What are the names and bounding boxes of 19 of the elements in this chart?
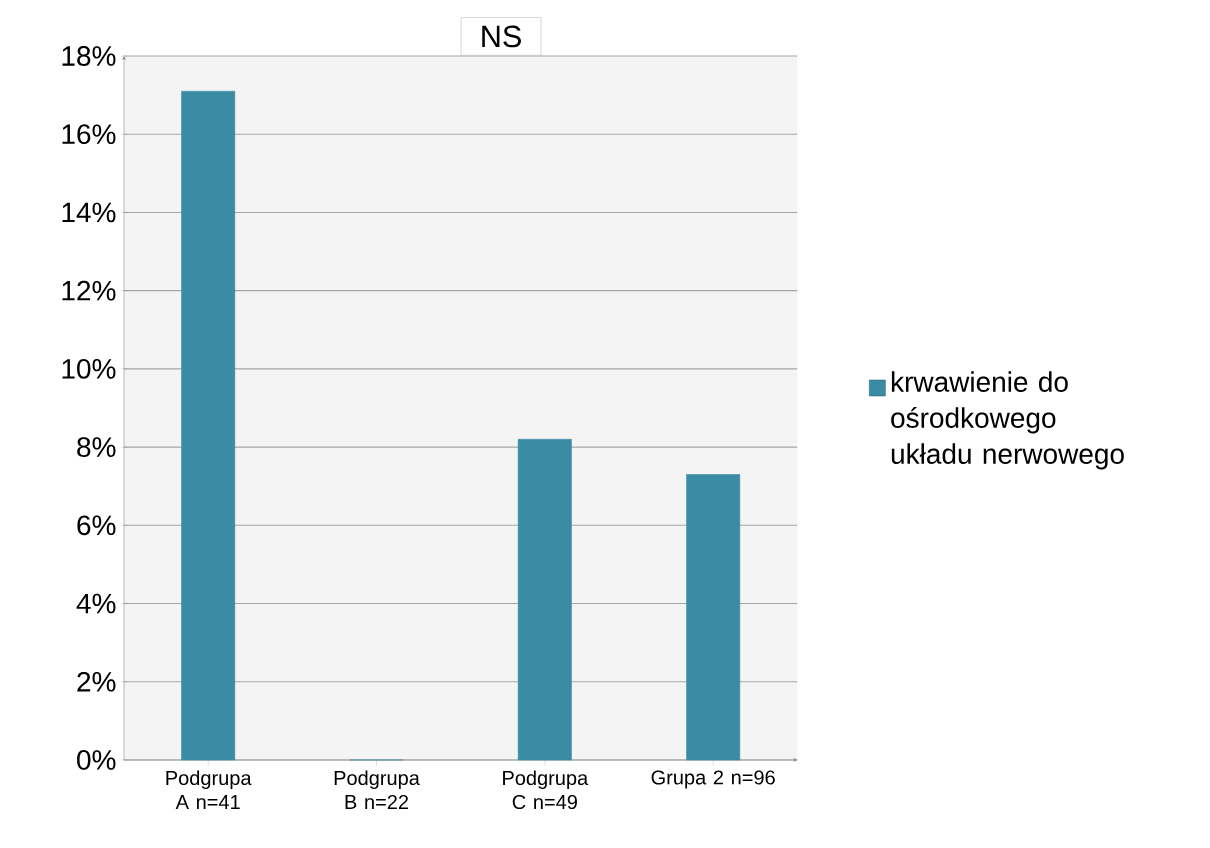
x-tick-label: Grupa 2 n=96 xyxy=(651,770,775,789)
x-tick-label: Podgrupa B n=22 xyxy=(334,770,420,809)
bar xyxy=(686,474,741,761)
y-tick-label: 16% xyxy=(62,124,116,145)
y-tick-label: 12% xyxy=(62,280,116,301)
y-tick-label: 18% xyxy=(62,46,116,66)
y-tick-label: 2% xyxy=(77,671,116,692)
x-tick-label: Podgrupa C n=49 xyxy=(503,770,589,810)
text: NS xyxy=(482,25,521,48)
y-tick-label: 8% xyxy=(77,437,116,458)
y-tick-label: 6% xyxy=(77,515,116,536)
legend-label: krwawienie do ośrodkowego układu nerwowego xyxy=(891,371,1124,470)
bar xyxy=(181,90,236,761)
x-tick-label: Podgrupa A n=41 xyxy=(166,770,252,809)
y-tick-label: 14% xyxy=(62,202,116,223)
y-tick-label: 0% xyxy=(77,750,116,770)
bar xyxy=(517,439,572,761)
y-tick-label: 10% xyxy=(62,358,116,379)
y-tick-label: 4% xyxy=(76,593,116,614)
